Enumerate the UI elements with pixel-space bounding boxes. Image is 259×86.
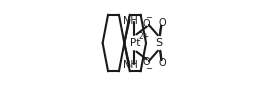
Text: NH: NH — [123, 16, 138, 26]
Text: O: O — [143, 19, 150, 29]
Text: O: O — [158, 18, 166, 28]
Text: −: − — [145, 64, 152, 73]
Text: O: O — [158, 58, 166, 68]
Text: −: − — [145, 13, 152, 22]
Text: S: S — [156, 38, 163, 48]
Text: Pt: Pt — [130, 38, 140, 48]
Text: 2+: 2+ — [138, 33, 149, 41]
Text: NH: NH — [123, 60, 138, 70]
Text: O: O — [143, 57, 150, 67]
